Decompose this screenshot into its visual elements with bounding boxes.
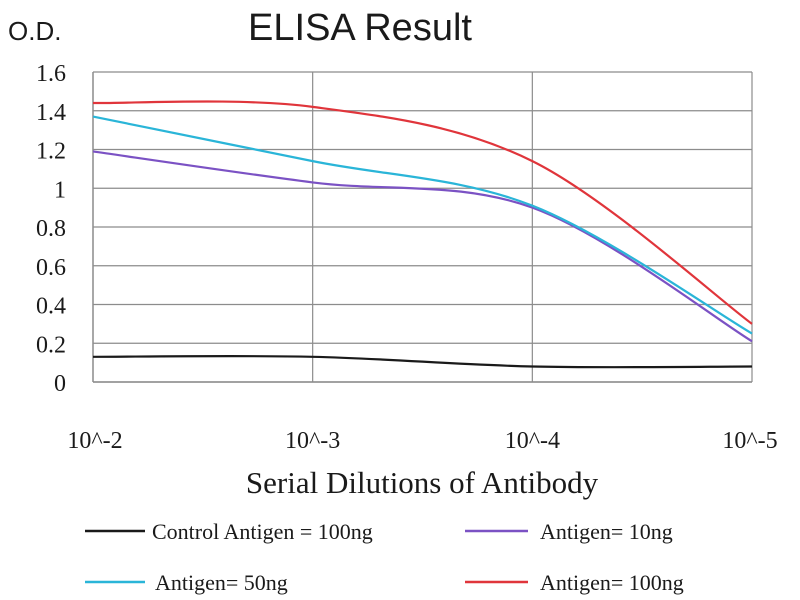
y-tick-label: 1 xyxy=(54,177,66,203)
legend: Control Antigen = 100ng Antigen= 10ng Anti… xyxy=(85,519,684,595)
y-tick-label: 0.4 xyxy=(36,294,66,320)
legend-label: Antigen= 10ng xyxy=(540,519,673,544)
x-tick-label: 10^-3 xyxy=(285,428,340,454)
y-tick-label: 0.8 xyxy=(36,216,66,242)
axes xyxy=(92,72,752,383)
y-tick-label: 1.2 xyxy=(36,139,66,165)
y-tick-label: 0.6 xyxy=(36,255,66,281)
y-tick-label: 0 xyxy=(54,371,66,397)
series-line-4 xyxy=(92,100,753,325)
x-tick-label: 10^-4 xyxy=(505,428,560,454)
legend-label: Antigen= 100ng xyxy=(540,570,684,595)
y-axis-label: O.D. xyxy=(8,16,61,46)
series-line-1 xyxy=(92,354,753,369)
chart-title: ELISA Result xyxy=(248,7,472,49)
y-tick-label: 1.6 xyxy=(36,61,66,87)
x-axis-label: Serial Dilutions of Antibody xyxy=(246,465,599,500)
series-line-3 xyxy=(92,115,753,335)
data-series xyxy=(92,100,753,369)
y-tick-labels: 0 0.2 0.4 0.6 0.8 1 1.2 1.4 1.6 xyxy=(36,61,66,397)
x-tick-label: 10^-5 xyxy=(722,428,777,454)
y-tick-label: 1.4 xyxy=(36,100,66,126)
legend-label: Control Antigen = 100ng xyxy=(152,519,373,544)
x-tick-label: 10^-2 xyxy=(67,428,122,454)
x-tick-labels: 10^-2 10^-3 10^-4 10^-5 xyxy=(67,428,777,454)
legend-label: Antigen= 50ng xyxy=(155,570,288,595)
y-tick-label: 0.2 xyxy=(36,332,66,358)
series-line-2 xyxy=(92,150,753,343)
grid-lines xyxy=(93,71,753,383)
